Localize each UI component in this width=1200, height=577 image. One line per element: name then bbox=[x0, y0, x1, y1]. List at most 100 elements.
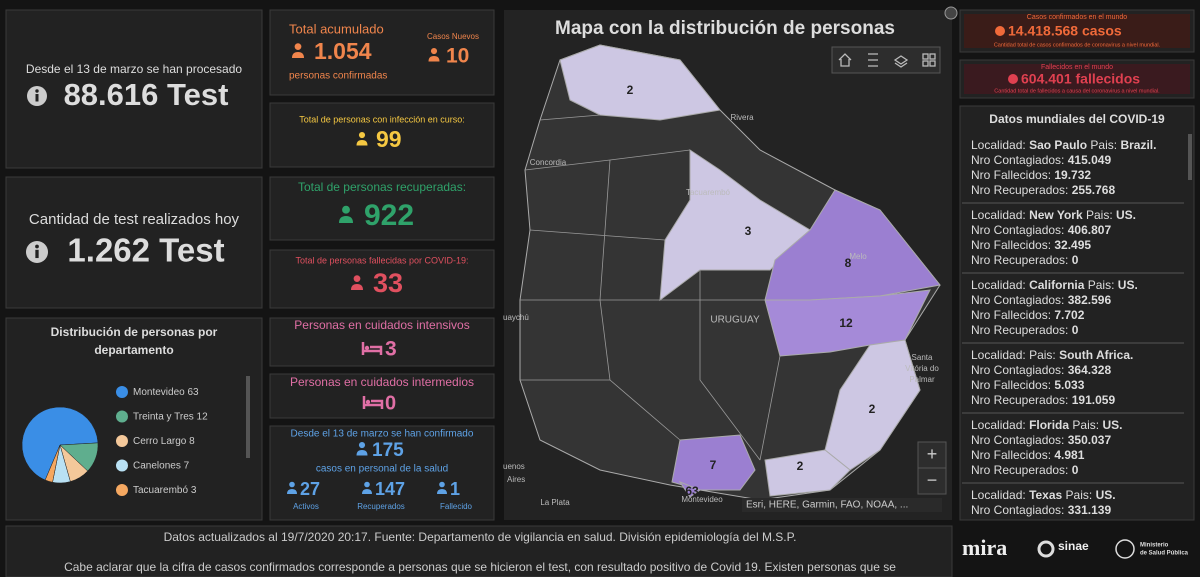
label: 0 bbox=[385, 392, 396, 414]
icon bbox=[995, 26, 1005, 36]
legend-entry: Tacuarembó 3 bbox=[133, 485, 197, 496]
field-label: Pais: bbox=[1086, 208, 1113, 222]
legend-name: Montevideo bbox=[133, 387, 185, 398]
legend-entry: Cerro Largo 8 bbox=[133, 436, 195, 447]
entry-line: Nro Fallecidos: 19.732 bbox=[971, 168, 1091, 182]
department-count: 2 bbox=[627, 83, 634, 97]
place-label: Rivera bbox=[730, 113, 754, 122]
icon bbox=[35, 89, 39, 93]
field-value: 406.807 bbox=[1068, 223, 1112, 237]
entry-heading: Localidad: New York Pais: US. bbox=[971, 208, 1136, 222]
map bbox=[504, 6, 958, 520]
field-label: Nro Contagiados: bbox=[971, 363, 1064, 377]
label: Cantidad total de fallecidos a causa del… bbox=[994, 88, 1160, 94]
place-label: Aires bbox=[507, 475, 525, 484]
field-label: Nro Recuperados: bbox=[971, 253, 1068, 267]
field-label: Nro Recuperados: bbox=[971, 393, 1068, 407]
label: Cantidad total de casos confirmados de c… bbox=[994, 42, 1161, 48]
country: Brazil. bbox=[1120, 138, 1156, 152]
label: 99 bbox=[376, 126, 402, 152]
icon bbox=[362, 489, 372, 494]
place: Texas bbox=[1029, 488, 1062, 502]
icon bbox=[437, 489, 447, 494]
entry-line: Nro Fallecidos: 5.033 bbox=[971, 378, 1085, 392]
legend-entry: Canelones 7 bbox=[133, 460, 190, 471]
entry-line: Nro Recuperados: 0 bbox=[971, 463, 1079, 477]
field-label: Pais: bbox=[1072, 418, 1099, 432]
panels bbox=[5, 9, 1195, 577]
department-count: 63 bbox=[685, 484, 699, 498]
entry-heading: Localidad: California Pais: US. bbox=[971, 278, 1138, 292]
entry-heading: Localidad: Florida Pais: US. bbox=[971, 418, 1122, 432]
label: Casos confirmados en el mundo bbox=[1027, 14, 1127, 21]
entry-heading: Localidad: Texas Pais: US. bbox=[971, 488, 1116, 502]
zoom-out-button[interactable]: − bbox=[927, 470, 938, 490]
pie-slice bbox=[44, 444, 61, 483]
field-label: Pais: bbox=[1088, 278, 1115, 292]
label: Datos mundiales del COVID-19 bbox=[989, 112, 1165, 126]
place-label: Vitória do bbox=[905, 364, 939, 373]
entry-heading: Localidad: Pais: South Africa. bbox=[971, 348, 1133, 362]
chart-title: Distribución de personas por departamento bbox=[51, 325, 218, 357]
icon bbox=[342, 205, 350, 214]
legend-value: 63 bbox=[187, 387, 199, 398]
department-count: 3 bbox=[745, 224, 752, 238]
legend-entry: Montevideo 63 bbox=[133, 387, 199, 398]
logo: de Salud Pública bbox=[1140, 551, 1189, 557]
field-value: 5.033 bbox=[1054, 378, 1084, 392]
legend-swatch bbox=[116, 484, 128, 496]
label: Recuperados bbox=[357, 502, 405, 511]
field-value: 0 bbox=[1072, 323, 1079, 337]
label: 147 bbox=[375, 479, 405, 499]
logo: sinae bbox=[1058, 539, 1089, 553]
field-label: Nro Fallecidos: bbox=[971, 238, 1051, 252]
field-value: 191.059 bbox=[1072, 393, 1116, 407]
zoom-in-button[interactable]: + bbox=[927, 444, 938, 464]
country: US. bbox=[1102, 418, 1122, 432]
field-label: Localidad: bbox=[971, 418, 1026, 432]
field-value: 32.495 bbox=[1054, 238, 1091, 252]
label: Total de personas fallecidas por COVID-1… bbox=[295, 255, 468, 265]
label: 1.262 Test bbox=[67, 232, 224, 269]
label: 14.418.568 casos bbox=[1008, 23, 1122, 39]
field-value: 0 bbox=[1072, 253, 1079, 267]
label: Cantidad de test realizados hoy bbox=[29, 211, 240, 228]
entry-line: Nro Contagiados: 350.037 bbox=[971, 433, 1111, 447]
legend-swatch bbox=[116, 459, 128, 472]
legend-value: 8 bbox=[189, 436, 195, 447]
field-label: Nro Fallecidos: bbox=[971, 168, 1051, 182]
place-label: Melo bbox=[849, 252, 867, 261]
field-label: Nro Recuperados: bbox=[971, 463, 1068, 477]
field-label: Pais: bbox=[1090, 138, 1117, 152]
field-value: 19.732 bbox=[1054, 168, 1091, 182]
chart-title-line: departamento bbox=[94, 343, 173, 357]
icon bbox=[292, 52, 304, 58]
map-title: Mapa con la distribución de personas bbox=[555, 18, 895, 39]
label: 604.401 fallecidos bbox=[1021, 71, 1140, 87]
field-label: Nro Recuperados: bbox=[971, 323, 1068, 337]
label: Desde el 13 de marzo se han procesado bbox=[26, 62, 242, 76]
legend-name: Canelones bbox=[133, 460, 181, 471]
footer-text: Cabe aclarar que la cifra de casos confi… bbox=[64, 560, 896, 574]
field-value: 7.702 bbox=[1054, 308, 1084, 322]
field-label: Nro Fallecidos: bbox=[971, 448, 1051, 462]
icon bbox=[287, 489, 297, 494]
map-attribution: Esri, HERE, Garmin, FAO, NOAA, ... bbox=[746, 500, 908, 511]
country: US. bbox=[1116, 208, 1136, 222]
entry-line: Nro Recuperados: 0 bbox=[971, 253, 1079, 267]
field-value: 382.596 bbox=[1068, 293, 1112, 307]
label: Desde el 13 de marzo se han confirmado bbox=[291, 429, 474, 440]
field-value: 415.049 bbox=[1068, 153, 1112, 167]
pie-slice bbox=[21, 406, 99, 481]
entry-line: Nro Contagiados: 415.049 bbox=[971, 153, 1111, 167]
country: US. bbox=[1096, 488, 1116, 502]
legend-swatch bbox=[116, 386, 128, 398]
legend-swatch bbox=[116, 435, 128, 447]
field-value: 0 bbox=[1072, 463, 1079, 477]
entry-line: Nro Recuperados: 0 bbox=[971, 323, 1079, 337]
field-value: 4.981 bbox=[1054, 448, 1084, 462]
field-value: 350.037 bbox=[1068, 433, 1112, 447]
field-label: Nro Contagiados: bbox=[971, 503, 1064, 517]
label: Casos Nuevos bbox=[427, 32, 479, 41]
legend-name: Treinta y Tres bbox=[133, 411, 194, 422]
